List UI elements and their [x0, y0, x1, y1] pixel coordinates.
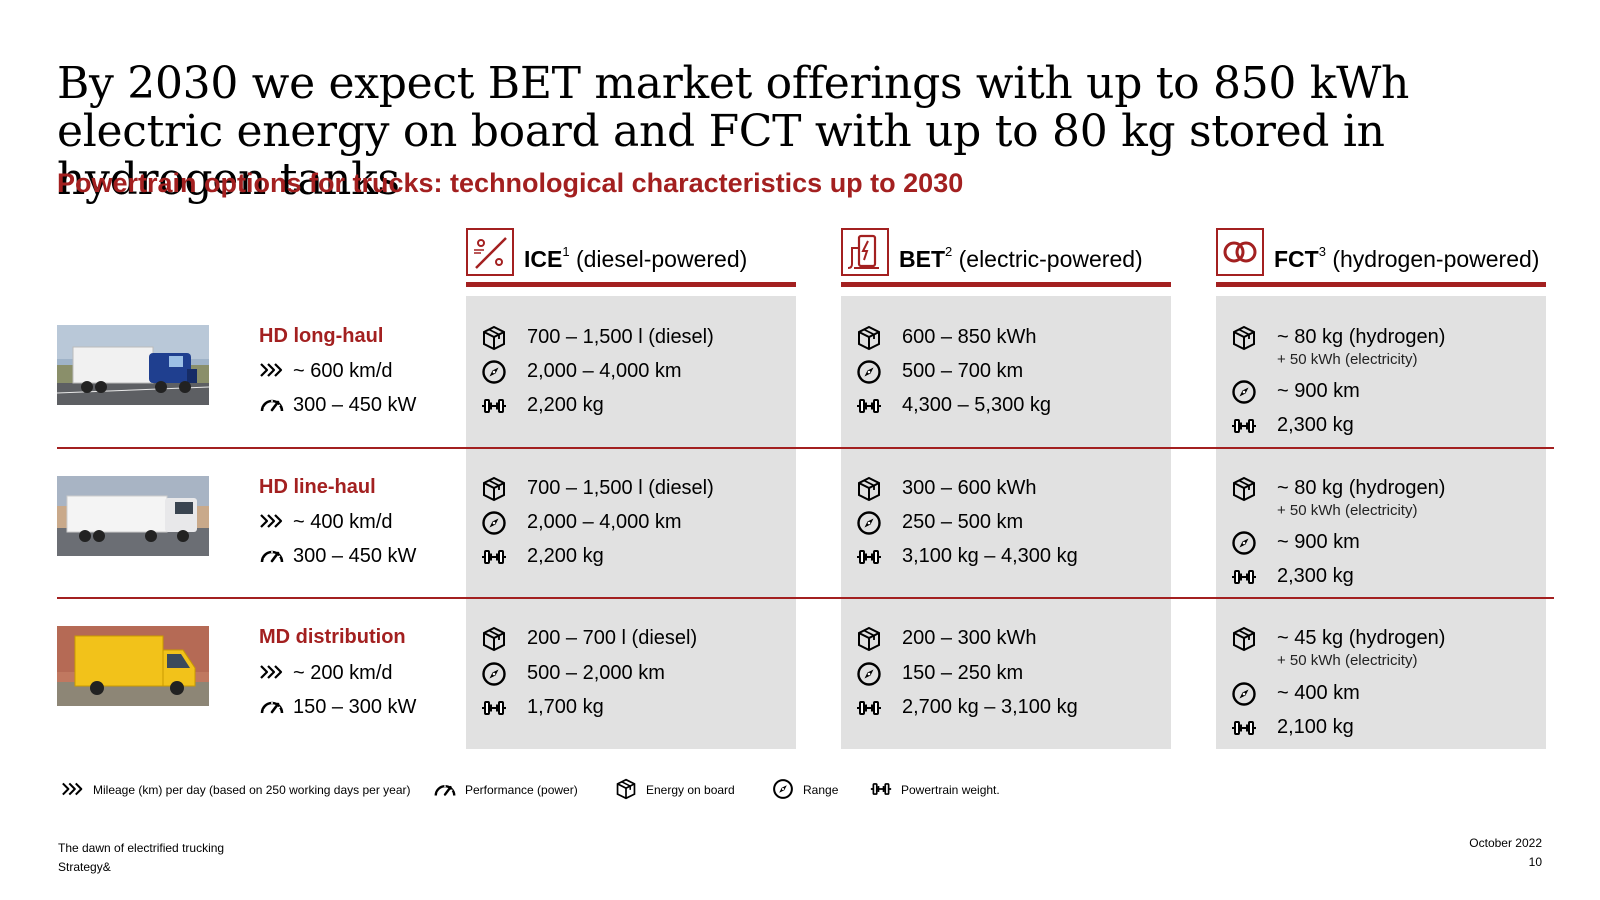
legend-mileage: Mileage (km) per day (based on 250 worki… [61, 778, 410, 800]
mileage-chevrons-icon [259, 661, 285, 683]
segment-power: 150 – 300 kW [259, 695, 416, 719]
hd-line-haul-truck-image [57, 476, 209, 556]
legend-weight: Powertrain weight. [869, 778, 1000, 800]
legend-range: Range [771, 778, 838, 800]
segment-mileage: ~ 200 km/d [259, 661, 393, 685]
column-title-fct: FCT3 (hydrogen-powered) [1274, 244, 1540, 272]
range-compass-icon [856, 661, 882, 687]
percent-piston-icon [466, 228, 514, 276]
performance-gauge-icon [259, 393, 285, 415]
hd-long-haul-truck-image [57, 325, 209, 405]
fct-extra-energy: + 50 kWh (electricity) [1277, 652, 1418, 669]
range-compass-icon [1231, 530, 1257, 556]
legend-energy: Energy on board [614, 778, 735, 800]
mileage-chevrons-icon [259, 359, 285, 381]
segment-power: 300 – 450 kW [259, 393, 416, 417]
weight-dumbbell-icon [1231, 413, 1257, 439]
range-compass-icon [481, 510, 507, 536]
slide-subtitle: Powertrain options for trucks: technolog… [57, 168, 964, 198]
weight-dumbbell-icon [1231, 715, 1257, 741]
row-separator [57, 597, 1554, 599]
range-compass-icon [1231, 681, 1257, 707]
mileage-chevrons-icon [259, 510, 285, 532]
column-rule-fct [1216, 282, 1546, 287]
row-separator [57, 447, 1554, 449]
fct-panel [1216, 296, 1546, 749]
column-title-bet: BET2 (electric-powered) [899, 244, 1143, 272]
fct-extra-energy: + 50 kWh (electricity) [1277, 351, 1418, 368]
footer-brand: Strategy& [58, 860, 111, 874]
md-distribution-truck-image [57, 626, 209, 706]
range-compass-icon [1231, 379, 1257, 405]
energy-box-icon [481, 626, 507, 652]
column-rule-ice [466, 282, 796, 287]
weight-dumbbell-icon [856, 393, 882, 419]
segment-name: HD long-haul [259, 325, 384, 347]
weight-dumbbell-icon [869, 778, 893, 800]
energy-box-icon [1231, 325, 1257, 351]
weight-dumbbell-icon [1231, 564, 1257, 590]
energy-box-icon [1231, 626, 1257, 652]
performance-gauge-icon [259, 695, 285, 717]
range-compass-icon [481, 661, 507, 687]
segment-name: HD line-haul [259, 476, 376, 498]
segment-mileage: ~ 600 km/d [259, 359, 393, 383]
range-compass-icon [771, 778, 795, 800]
performance-gauge-icon [259, 544, 285, 566]
segment-power: 300 – 450 kW [259, 544, 416, 568]
energy-box-icon [614, 778, 638, 800]
column-rule-bet [841, 282, 1171, 287]
legend-performance: Performance (power) [433, 778, 578, 800]
charging-station-icon [841, 228, 889, 276]
energy-box-icon [481, 476, 507, 502]
footer-date: October 2022 [1469, 836, 1542, 850]
mileage-chevrons-icon [61, 778, 85, 800]
footer-document-title: The dawn of electrified trucking [58, 841, 225, 855]
performance-gauge-icon [433, 778, 457, 800]
column-title-ice: ICE1 (diesel-powered) [524, 244, 748, 272]
segment-mileage: ~ 400 km/d [259, 510, 393, 534]
segment-name: MD distribution [259, 626, 406, 648]
ice-panel [466, 296, 796, 749]
weight-dumbbell-icon [856, 544, 882, 570]
slide-title: By 2030 we expect BET market offerings w… [57, 58, 1410, 205]
energy-box-icon [856, 626, 882, 652]
range-compass-icon [481, 359, 507, 385]
weight-dumbbell-icon [481, 393, 507, 419]
energy-box-icon [1231, 476, 1257, 502]
weight-dumbbell-icon [481, 695, 507, 721]
energy-box-icon [856, 476, 882, 502]
energy-box-icon [856, 325, 882, 351]
bet-panel [841, 296, 1171, 749]
energy-box-icon [481, 325, 507, 351]
weight-dumbbell-icon [481, 544, 507, 570]
weight-dumbbell-icon [856, 695, 882, 721]
range-compass-icon [856, 510, 882, 536]
hydrogen-rings-icon [1216, 228, 1264, 276]
fct-extra-energy: + 50 kWh (electricity) [1277, 502, 1418, 519]
range-compass-icon [856, 359, 882, 385]
page-number: 10 [1528, 855, 1542, 869]
